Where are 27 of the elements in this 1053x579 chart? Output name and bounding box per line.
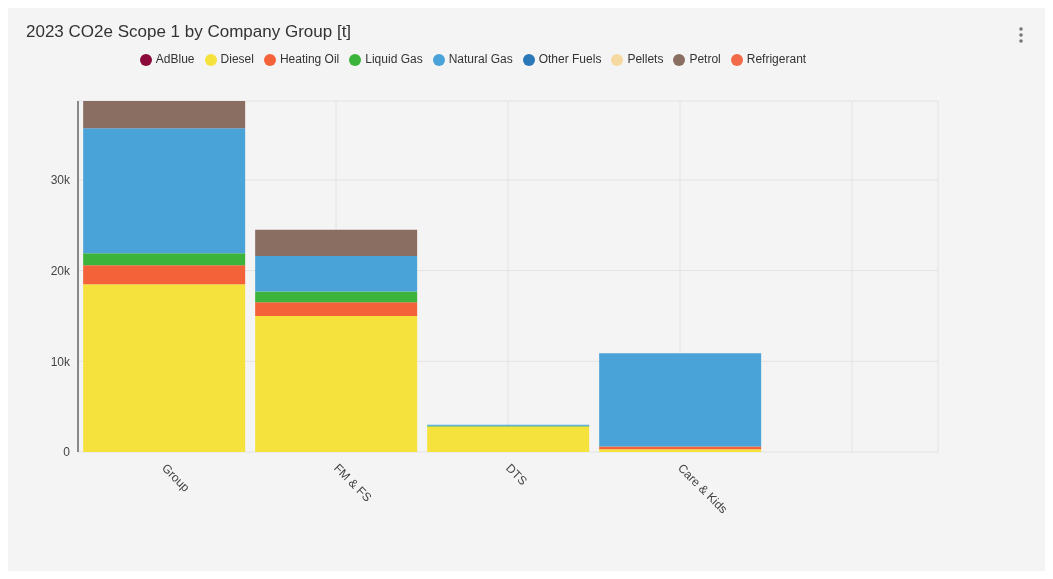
- bar: [255, 256, 418, 292]
- y-tick-label: 10k: [50, 354, 71, 369]
- bar: [599, 353, 762, 447]
- bar: [83, 284, 246, 452]
- y-tick-label: 30k: [50, 173, 71, 188]
- y-tick-label: 20k: [50, 263, 71, 278]
- legend-label: Refrigerant: [746, 52, 807, 66]
- legend-label: Other Fuels: [538, 52, 602, 66]
- legend-label: Petrol: [689, 52, 721, 66]
- bar: [427, 426, 590, 452]
- legend-label: Heating Oil: [279, 52, 340, 66]
- bar: [255, 291, 418, 303]
- legend-label: AdBlue: [155, 52, 195, 66]
- bar: [255, 302, 418, 316]
- x-tick-label: FM & FS: [331, 461, 375, 505]
- legend-label: Diesel: [220, 52, 254, 66]
- bar: [83, 101, 246, 129]
- bar: [255, 229, 418, 257]
- legend-label: Liquid Gas: [365, 52, 423, 66]
- legend-label: Natural Gas: [448, 52, 513, 66]
- y-tick-label: 0: [63, 445, 71, 460]
- legend-label: Pellets: [627, 52, 664, 66]
- bar: [83, 253, 246, 266]
- chart-title: 2023 CO2e Scope 1 by Company Group [t]: [26, 22, 352, 42]
- bar: [83, 265, 246, 285]
- bar: [255, 315, 418, 452]
- bar: [83, 128, 246, 254]
